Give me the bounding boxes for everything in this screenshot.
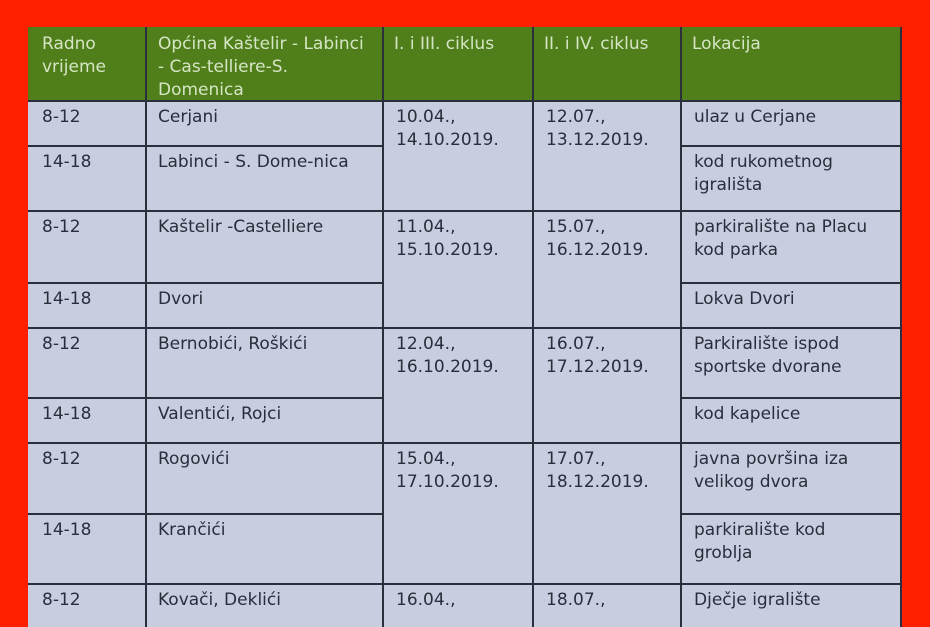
cell-place: Kaštelir -Castelliere — [158, 217, 324, 237]
cell-cycle-2-4: 17.07., 18.12.2019. — [546, 449, 649, 492]
cell-location: parkiralište na Placu kod parka — [694, 217, 868, 260]
cell-place: Cerjani — [158, 107, 218, 127]
cell-location: kod rukometnog igrališta — [694, 152, 833, 195]
cell-cycle-2-4: 18.07., — [546, 590, 606, 610]
row-divider — [680, 513, 902, 515]
cell-cycle-2-4: 12.07., 13.12.2019. — [546, 107, 649, 150]
cell-location: Parkiralište ispod sportske dvorane — [694, 334, 842, 377]
header-cycle-2-4: II. i IV. ciklus — [544, 34, 649, 54]
cell-location: Dječje igralište — [694, 590, 821, 610]
column-divider — [382, 27, 384, 627]
header-municipality: Općina Kaštelir - Labinci - Cas-telliere… — [158, 34, 364, 100]
table-header — [28, 27, 902, 101]
header-cycle-1-3: I. i III. ciklus — [394, 34, 495, 54]
row-divider — [28, 145, 382, 147]
cell-time: 8-12 — [42, 334, 81, 354]
cell-place: Valentići, Rojci — [158, 404, 282, 424]
cell-cycle-1-3: 15.04., 17.10.2019. — [396, 449, 499, 492]
cell-time: 14-18 — [42, 289, 92, 309]
column-divider — [145, 27, 147, 627]
cell-time: 8-12 — [42, 217, 81, 237]
header-time: Radno vrijeme — [42, 34, 106, 77]
cell-location: ulaz u Cerjane — [694, 107, 817, 127]
row-divider — [680, 327, 902, 329]
row-divider — [28, 513, 382, 515]
cell-place: Labinci - S. Dome-nica — [158, 152, 349, 172]
column-divider — [532, 27, 534, 627]
cell-place: Kovači, Deklići — [158, 590, 281, 610]
row-divider — [28, 282, 382, 284]
cell-cycle-2-4: 15.07., 16.12.2019. — [546, 217, 649, 260]
cell-time: 14-18 — [42, 152, 92, 172]
cell-place: Rogovići — [158, 449, 230, 469]
row-divider — [680, 583, 902, 585]
cell-place: Bernobići, Roškići — [158, 334, 308, 354]
cell-time: 8-12 — [42, 107, 81, 127]
row-divider — [680, 210, 902, 212]
row-divider — [28, 442, 382, 444]
cell-location: parkiralište kod groblja — [694, 520, 826, 563]
cell-cycle-2-4: 16.07., 17.12.2019. — [546, 334, 649, 377]
row-divider — [680, 397, 902, 399]
cell-place: Dvori — [158, 289, 204, 309]
row-divider — [28, 397, 382, 399]
group-divider — [382, 442, 680, 444]
column-divider — [900, 27, 902, 627]
cell-cycle-1-3: 16.04., — [396, 590, 456, 610]
cell-time: 14-18 — [42, 520, 92, 540]
row-divider — [680, 282, 902, 284]
group-divider — [382, 210, 680, 212]
cell-location: javna površina iza velikog dvora — [694, 449, 849, 492]
cell-cycle-1-3: 10.04., 14.10.2019. — [396, 107, 499, 150]
cell-time: 14-18 — [42, 404, 92, 424]
column-divider — [680, 27, 682, 627]
group-divider — [382, 327, 680, 329]
cell-location: kod kapelice — [694, 404, 801, 424]
cell-cycle-1-3: 12.04., 16.10.2019. — [396, 334, 499, 377]
row-divider — [28, 583, 382, 585]
cell-time: 8-12 — [42, 590, 81, 610]
row-divider — [680, 145, 902, 147]
header-divider — [28, 100, 902, 102]
schedule-table: Radno vrijeme Općina Kaštelir - Labinci … — [28, 27, 902, 627]
group-divider — [382, 583, 680, 585]
cell-time: 8-12 — [42, 449, 81, 469]
cell-place: Krančići — [158, 520, 226, 540]
row-divider — [28, 210, 382, 212]
row-divider — [680, 442, 902, 444]
row-divider — [28, 327, 382, 329]
cell-cycle-1-3: 11.04., 15.10.2019. — [396, 217, 499, 260]
cell-location: Lokva Dvori — [694, 289, 795, 309]
header-location: Lokacija — [692, 34, 761, 54]
